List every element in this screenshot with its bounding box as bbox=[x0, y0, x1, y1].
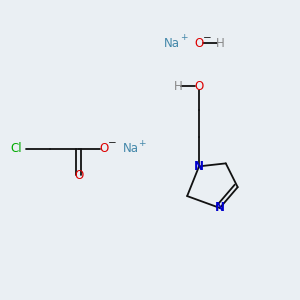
Text: N: N bbox=[215, 202, 225, 214]
Text: −: − bbox=[108, 138, 117, 148]
Text: N: N bbox=[194, 160, 204, 173]
Text: O: O bbox=[99, 142, 109, 155]
Text: O: O bbox=[194, 37, 204, 50]
Text: H: H bbox=[215, 37, 224, 50]
Text: +: + bbox=[138, 139, 146, 148]
Text: Na: Na bbox=[123, 142, 139, 155]
Text: O: O bbox=[194, 80, 204, 93]
Text: H: H bbox=[174, 80, 183, 93]
Text: Cl: Cl bbox=[11, 142, 22, 155]
Text: Na: Na bbox=[164, 37, 180, 50]
Text: +: + bbox=[180, 33, 187, 42]
Text: −: − bbox=[203, 33, 212, 43]
Text: O: O bbox=[74, 169, 83, 182]
